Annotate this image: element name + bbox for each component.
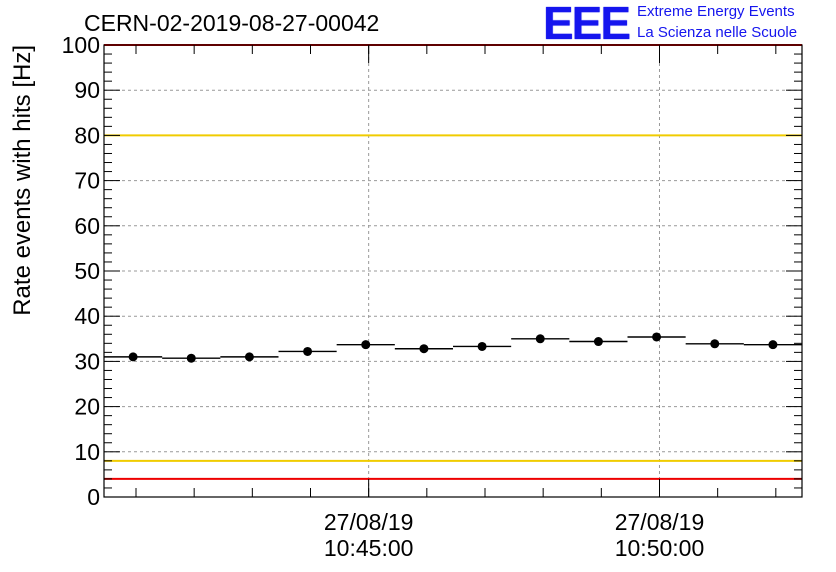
y-tick-label: 10 bbox=[74, 439, 100, 465]
data-point bbox=[593, 337, 603, 347]
y-tick-labels: 0 10 20 30 40 50 60 70 80 90 100 bbox=[62, 32, 100, 510]
data-series bbox=[104, 332, 802, 363]
data-point bbox=[128, 352, 138, 362]
data-point bbox=[303, 346, 313, 356]
plot-frame bbox=[103, 44, 803, 498]
data-point bbox=[710, 339, 720, 349]
grid-lines bbox=[104, 45, 802, 497]
x-tick-label-date: 27/08/19 bbox=[324, 509, 414, 535]
y-tick-label: 70 bbox=[74, 168, 100, 194]
y-tick-label: 30 bbox=[74, 348, 100, 374]
y-tick-label: 80 bbox=[74, 122, 100, 148]
y-tick-label: 90 bbox=[74, 77, 100, 103]
y-tick-label: 60 bbox=[74, 213, 100, 239]
x-tick-label-date: 27/08/19 bbox=[615, 509, 705, 535]
org-name-line1: Extreme Energy Events bbox=[637, 3, 795, 20]
axis-ticks bbox=[104, 44, 802, 498]
data-point bbox=[768, 340, 778, 350]
x-tick-label-time: 10:45:00 bbox=[324, 535, 414, 561]
y-tick-label: 50 bbox=[74, 258, 100, 284]
data-point bbox=[535, 334, 545, 344]
reference-lines bbox=[104, 44, 802, 480]
y-tick-label: 40 bbox=[74, 303, 100, 329]
y-tick-label: 100 bbox=[62, 32, 100, 58]
chart-title: CERN-02-2019-08-27-00042 bbox=[84, 10, 380, 36]
y-axis-label: Rate events with hits [Hz] bbox=[9, 45, 36, 316]
data-point bbox=[477, 341, 487, 351]
y-tick-label: 20 bbox=[74, 394, 100, 420]
data-point bbox=[419, 344, 429, 354]
org-name-line2: La Scienza nelle Scuole bbox=[637, 24, 798, 41]
y-tick-label: 0 bbox=[87, 484, 100, 510]
x-tick-label-time: 10:50:00 bbox=[615, 535, 705, 561]
data-point bbox=[186, 353, 196, 363]
data-point bbox=[361, 340, 371, 350]
data-point bbox=[652, 332, 662, 342]
data-point bbox=[244, 352, 254, 362]
eee-logo: EEE bbox=[543, 0, 631, 49]
